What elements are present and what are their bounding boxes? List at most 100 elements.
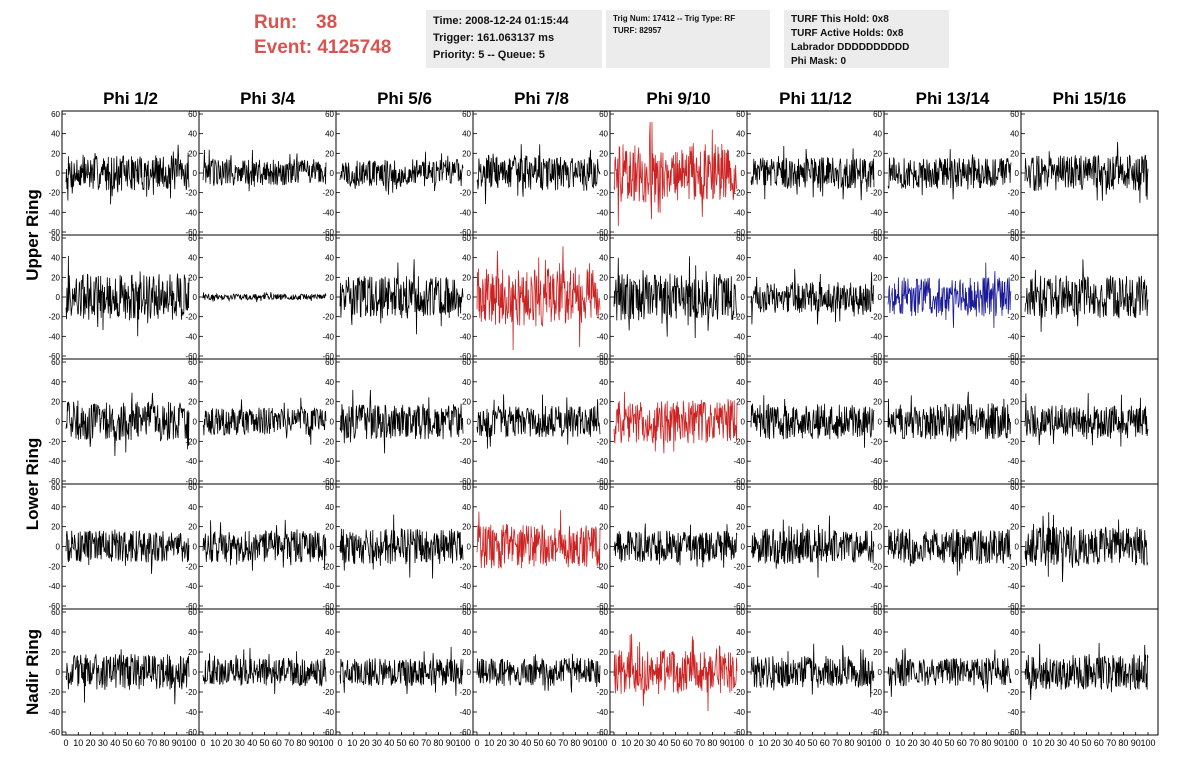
column-header: Phi 11/12 [779, 89, 852, 108]
x-tick-label: 90 [994, 738, 1004, 748]
y-tick-label: 0 [330, 169, 335, 178]
y-tick-label: -20 [459, 688, 471, 697]
y-tick-label: 60 [462, 608, 471, 617]
x-tick-label: 70 [558, 738, 568, 748]
y-tick-label: -40 [48, 582, 60, 591]
x-tick-label: 10 [347, 738, 357, 748]
y-tick-label: 40 [51, 503, 60, 512]
trig-num-box: Trig Num: 17412 -- Trig Type: RF TURF: 8… [606, 10, 770, 68]
y-tick-label: 60 [462, 483, 471, 492]
column-header: Phi 13/14 [916, 89, 990, 108]
y-tick-label: 20 [736, 648, 745, 657]
x-tick-label: 80 [1118, 738, 1128, 748]
y-tick-label: 60 [188, 234, 197, 243]
y-tick-label: -60 [733, 477, 745, 486]
column-header: Phi 3/4 [240, 89, 295, 108]
y-tick-label: 0 [56, 169, 61, 178]
y-tick-label: -60 [870, 602, 882, 611]
y-tick-label: -20 [48, 313, 60, 322]
y-tick-label: 60 [736, 483, 745, 492]
run-event-info: Run: 38 Event: 4125748 [254, 10, 391, 60]
y-tick-label: -60 [870, 477, 882, 486]
priority-line: Priority: 5 -- Queue: 5 [433, 49, 545, 61]
y-tick-label: -40 [870, 208, 882, 217]
y-tick-label: 0 [1015, 169, 1020, 178]
y-tick-label: 40 [325, 378, 334, 387]
waveform-trace [887, 149, 1012, 200]
y-tick-label: -20 [1007, 313, 1019, 322]
event-value: 4125748 [317, 37, 392, 58]
y-tick-label: -20 [1007, 437, 1019, 446]
y-tick-label: 0 [1015, 418, 1020, 427]
waveform-trace [887, 391, 1011, 442]
y-tick-label: -60 [322, 477, 334, 486]
waveform-trace [1024, 642, 1149, 701]
y-tick-label: -40 [1007, 582, 1019, 591]
x-tick-label: 90 [446, 738, 456, 748]
y-tick-label: 40 [599, 378, 608, 387]
y-tick-label: -20 [322, 189, 334, 198]
y-tick-label: 40 [1010, 130, 1019, 139]
y-tick-label: 0 [330, 668, 335, 677]
y-tick-label: -40 [322, 457, 334, 466]
y-tick-label: 20 [325, 149, 334, 158]
y-tick-label: -60 [459, 728, 471, 737]
y-tick-label: 20 [873, 398, 882, 407]
y-tick-label: 60 [873, 483, 882, 492]
y-tick-label: 60 [1010, 110, 1019, 119]
y-tick-label: 60 [736, 358, 745, 367]
x-tick-label: 60 [135, 738, 145, 748]
y-tick-label: 0 [604, 418, 609, 427]
waveform-trace [339, 514, 464, 579]
y-tick-label: -40 [459, 457, 471, 466]
waveform-trace [202, 149, 327, 192]
y-tick-label: 20 [599, 398, 608, 407]
y-tick-label: 40 [188, 628, 197, 637]
y-tick-label: 40 [873, 378, 882, 387]
x-tick-label: 10 [210, 738, 220, 748]
y-tick-label: 20 [873, 523, 882, 532]
turf-this-hold-line: TURF This Hold: 0x8 [791, 14, 889, 25]
y-tick-label: -40 [733, 708, 745, 717]
y-tick-label: 0 [604, 293, 609, 302]
y-tick-label: 0 [56, 668, 61, 677]
x-tick-label: 70 [969, 738, 979, 748]
y-tick-label: -60 [870, 228, 882, 237]
y-tick-label: 40 [325, 254, 334, 263]
y-tick-label: 20 [51, 648, 60, 657]
y-tick-label: -20 [596, 189, 608, 198]
y-tick-label: 20 [599, 149, 608, 158]
x-tick-label: 50 [396, 738, 406, 748]
y-tick-label: -20 [322, 688, 334, 697]
y-tick-label: 20 [188, 149, 197, 158]
y-tick-label: -20 [596, 688, 608, 697]
y-tick-label: 0 [467, 668, 472, 677]
x-tick-label: 40 [384, 738, 394, 748]
event-line: Event: 4125748 [254, 35, 391, 60]
y-tick-label: 40 [188, 130, 197, 139]
y-tick-label: -60 [733, 728, 745, 737]
x-tick-label: 90 [583, 738, 593, 748]
panel-frame [198, 234, 337, 360]
waveform-trace [339, 389, 464, 454]
y-tick-label: -60 [48, 228, 60, 237]
x-tick-label: 30 [783, 738, 793, 748]
x-tick-label: 100 [729, 738, 744, 748]
x-tick-label: 70 [832, 738, 842, 748]
y-tick-label: 60 [325, 608, 334, 617]
event-label: Event: [254, 37, 313, 58]
y-tick-label: 40 [736, 628, 745, 637]
y-tick-label: 40 [325, 628, 334, 637]
y-tick-label: 0 [193, 418, 198, 427]
waveform-trace [65, 144, 190, 205]
x-tick-label: 70 [147, 738, 157, 748]
y-tick-label: -40 [870, 708, 882, 717]
x-tick-label: 30 [1057, 738, 1067, 748]
waveform-trace [613, 523, 738, 568]
y-tick-label: 20 [873, 648, 882, 657]
y-tick-label: 20 [736, 398, 745, 407]
y-tick-label: -40 [185, 457, 197, 466]
y-tick-label: -60 [48, 602, 60, 611]
y-tick-label: 40 [188, 378, 197, 387]
y-tick-label: 0 [193, 169, 198, 178]
